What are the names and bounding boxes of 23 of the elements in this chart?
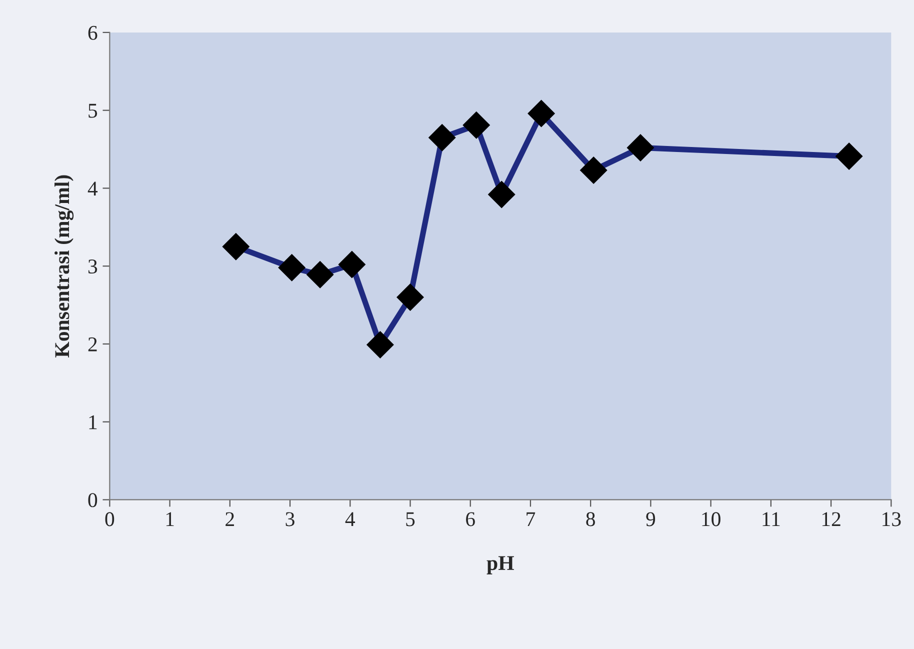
x-tick-label: 12 bbox=[822, 512, 840, 526]
y-tick-label: 3 bbox=[88, 260, 98, 274]
y-tick-label: 4 bbox=[88, 182, 98, 196]
x-axis-title: pH bbox=[486, 556, 514, 574]
x-tick-label: 1 bbox=[166, 512, 174, 526]
x-tick-label: 4 bbox=[345, 512, 356, 526]
x-tick-label: 6 bbox=[466, 512, 475, 526]
x-tick-label: 10 bbox=[702, 512, 720, 526]
x-tick-label: 0 bbox=[105, 512, 114, 526]
x-tick-label: 9 bbox=[646, 512, 656, 526]
x-tick-label: 5 bbox=[406, 512, 415, 526]
x-tick-label: 11 bbox=[762, 512, 780, 526]
x-tick-label: 3 bbox=[286, 512, 294, 526]
x-tick-label: 2 bbox=[226, 512, 234, 526]
x-tick-label: 8 bbox=[586, 512, 595, 526]
y-tick-label: 1 bbox=[89, 415, 97, 430]
x-tick-label: 7 bbox=[526, 512, 536, 526]
x-tick-label: 13 bbox=[882, 512, 901, 526]
y-tick-label: 2 bbox=[88, 337, 97, 352]
y-tick-label: 0 bbox=[88, 493, 98, 508]
y-axis-title: Konsentrasi (mg/ml) bbox=[54, 175, 74, 358]
y-tick-label: 6 bbox=[88, 26, 98, 40]
y-tick-label: 5 bbox=[88, 104, 98, 118]
